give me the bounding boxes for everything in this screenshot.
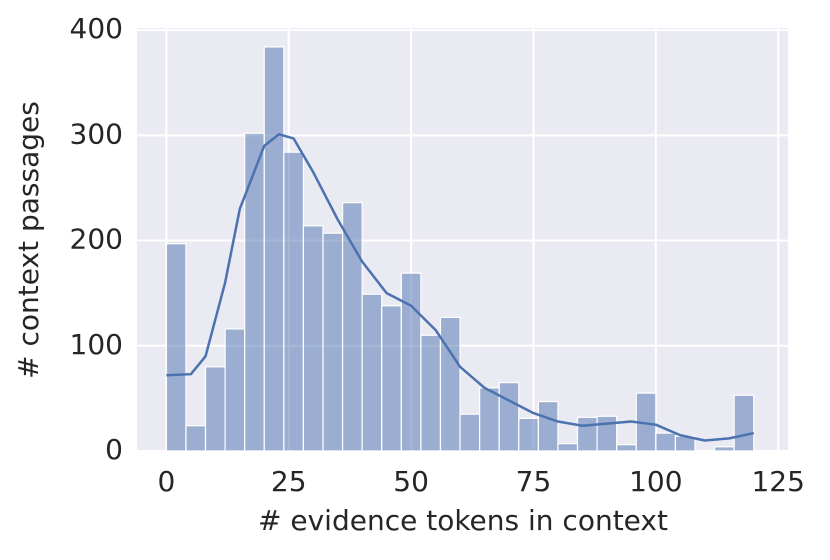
bar bbox=[302, 225, 324, 452]
bar bbox=[224, 328, 246, 452]
bar bbox=[439, 316, 461, 452]
bar bbox=[557, 443, 579, 452]
bar bbox=[165, 243, 187, 452]
x-tick-label: 125 bbox=[751, 465, 804, 498]
x-tick-label: 0 bbox=[157, 465, 175, 498]
bar bbox=[244, 132, 265, 452]
y-tick-label: 0 bbox=[105, 433, 123, 466]
bar bbox=[498, 382, 520, 452]
bar bbox=[283, 151, 305, 452]
bar bbox=[400, 272, 422, 452]
y-tick-label: 300 bbox=[70, 117, 123, 150]
bar bbox=[518, 417, 539, 452]
bar bbox=[420, 334, 442, 452]
bar bbox=[204, 366, 226, 452]
bar bbox=[713, 446, 735, 452]
x-tick-label: 100 bbox=[629, 465, 682, 498]
bar bbox=[733, 394, 755, 452]
y-tick-label: 100 bbox=[70, 328, 123, 361]
x-axis-label: # evidence tokens in context bbox=[258, 504, 668, 537]
kde-line bbox=[166, 133, 754, 442]
bar bbox=[576, 416, 598, 452]
bar bbox=[322, 232, 344, 452]
bar bbox=[616, 444, 637, 452]
bar bbox=[381, 305, 402, 452]
bar bbox=[479, 387, 500, 452]
bar bbox=[185, 425, 207, 452]
bar bbox=[596, 415, 618, 452]
x-tick-label: 75 bbox=[516, 465, 552, 498]
x-tick-label: 50 bbox=[393, 465, 429, 498]
bar bbox=[361, 293, 383, 452]
y-tick-label: 400 bbox=[70, 12, 123, 45]
y-axis-label: # context passages bbox=[12, 101, 45, 379]
bar bbox=[459, 413, 481, 452]
y-tick-label: 200 bbox=[70, 223, 123, 256]
bar bbox=[263, 46, 285, 452]
bar bbox=[537, 400, 559, 452]
x-tick-label: 25 bbox=[271, 465, 307, 498]
bar bbox=[655, 432, 677, 452]
bar bbox=[341, 202, 363, 452]
